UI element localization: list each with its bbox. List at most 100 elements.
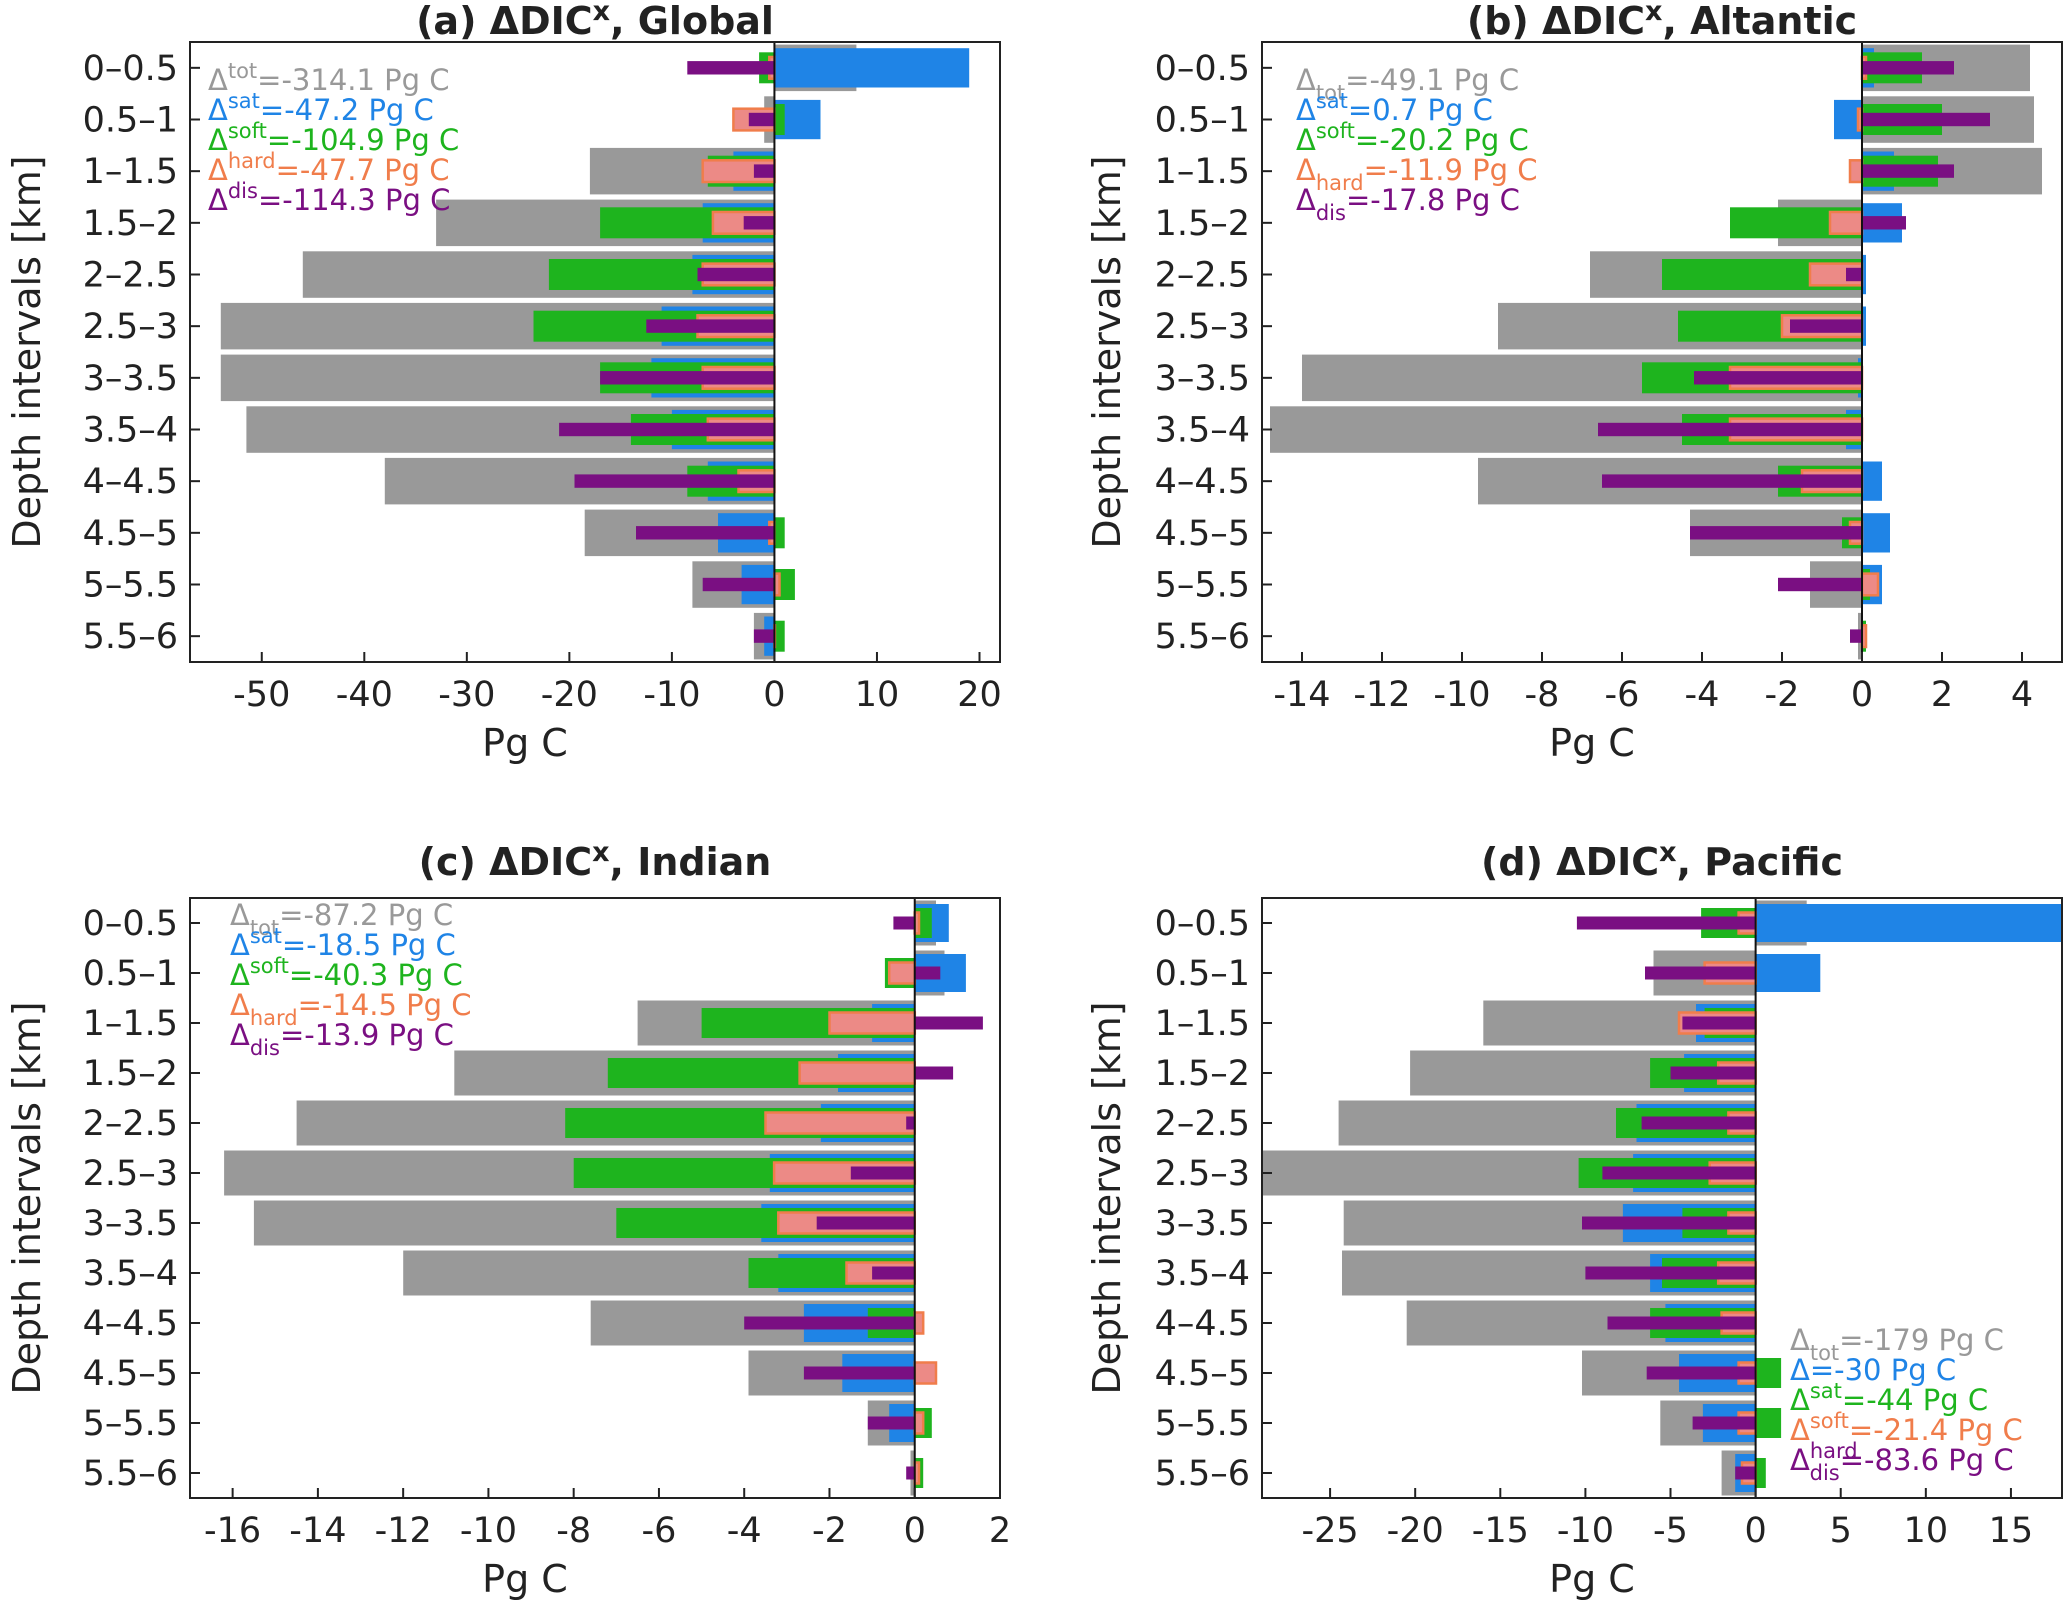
annotation-value: =0.7 Pg C [1348,93,1493,127]
annotation-delta: Δ [1790,1413,1810,1447]
y-tick-label: 2.5–3 [1155,1154,1250,1194]
y-tick-label: 4.5–5 [1155,1354,1250,1394]
dis-bar-5 [1602,1166,1756,1180]
dis-bar-11 [1850,629,1862,643]
dis-bar-7 [872,1266,915,1280]
dis-bar-8 [574,474,775,488]
x-tick-label: -10 [460,1511,517,1551]
annotation-value: =-30 Pg C [1810,1353,1956,1387]
chart-title-main: (d) ΔDIC [1481,840,1659,884]
dis-bar-1 [748,112,775,127]
x-tick-label: 4 [2011,675,2033,715]
dis-bar-2 [914,1016,983,1030]
annotation-delta: Δ [1296,63,1316,97]
chart-panel-0: (a) ΔDICx, Global 0–0.5 0.5–1 1–1.5 1.5–2 2–2… [5,0,1002,765]
plot-frame [189,41,1001,663]
chart-title: (c) ΔDICx, Indian [419,837,772,884]
dis-bar-4 [906,1116,915,1130]
x-tick-label: 15 [1989,1511,2034,1551]
annotation-hard: Δhard=-11.9 Pg C [1296,153,1538,195]
x-tick-label: 0 [763,675,785,715]
annotation-value: =-47.2 Pg C [260,93,434,127]
dis-bar-10 [702,577,775,592]
soft-bar-11 [774,620,785,652]
chart-title-sup: x [1645,0,1662,27]
dis-bar-3 [743,216,775,230]
dis-bar-3 [914,1066,954,1080]
x-tick-label: 0 [1744,1511,1766,1551]
sat-bar-8 [1862,461,1882,501]
chart-panel-2: (c) ΔDICx, Indian 0–0.5 0.5–1 1–1.5 1.5–2 2–2… [5,837,1011,1601]
x-axis-label: Pg C [1549,1557,1635,1601]
y-axis-label: Depth intervals [km] [1085,155,1129,548]
y-tick-label: 2.5–3 [83,307,178,347]
annotation-delta: Δ [230,958,250,992]
y-tick-label: 1–1.5 [83,1004,178,1044]
dis-bar-10 [867,1416,915,1430]
annotation-delta: Δ [230,928,250,962]
annotation-value: =-17.8 Pg C [1346,183,1520,217]
y-tick-label: 3–3.5 [1155,359,1250,399]
dis-bar-2 [1862,164,1954,178]
chart-title: (a) ΔDICx, Global [416,0,774,43]
x-tick-label: -20 [1387,1511,1444,1551]
annotation-sub: dis [1810,1461,1840,1485]
dis-bar-4 [697,267,775,282]
hard-bar-1 [887,961,917,985]
dis-bar-9 [636,526,775,540]
x-axis-label: Pg C [1549,721,1635,765]
y-tick-label: 0–0.5 [83,49,178,89]
y-axis-label: Depth intervals [km] [5,1001,49,1394]
dis-bar-11 [1735,1466,1756,1480]
annotation-value: =-87.2 Pg C [279,898,453,932]
dis-bar-1 [1645,966,1756,980]
hard-bar-3 [1828,210,1864,235]
y-tick-label: 2.5–3 [83,1154,178,1194]
chart-title-sup: x [593,0,610,27]
dis-bar-6 [1694,371,1862,385]
annotation-dis: Δdis=-17.8 Pg C [1296,183,1520,225]
dis-bar-3 [1862,216,1906,230]
hard-bar-9 [913,1361,938,1385]
y-tick-label: 5.5–6 [83,1454,178,1494]
annotation-delta: Δ [1790,1383,1810,1417]
annotation-value: =-44 Pg C [1842,1383,1988,1417]
dis-bar-6 [816,1216,915,1230]
y-tick-label: 1–1.5 [1155,1004,1250,1044]
annotation-value: =-314.1 Pg C [257,63,449,97]
sat-bar-0 [1755,904,2062,942]
annotation-sup: soft [1316,119,1355,143]
annotation-sup: hard [1810,1439,1858,1463]
hard-bar-3 [798,1061,916,1085]
y-tick-label: 2–2.5 [83,256,178,296]
annotation-sup: soft [1810,1409,1849,1433]
y-tick-label: 3–3.5 [83,359,178,399]
annotation-delta: Δ [1790,1353,1810,1387]
annotation-value: =-18.5 Pg C [282,928,456,962]
dis-bar-9 [1646,1366,1756,1380]
x-tick-label: -6 [1605,675,1640,715]
annotation-delta: Δ [230,1018,250,1052]
annotation-sup: sat [1810,1379,1842,1403]
annotation-value: =-179 Pg C [1839,1323,2004,1357]
dis-bar-0 [687,61,775,75]
panels-group: (a) ΔDICx, Global0–0.50.5–11–1.51.5–22–2… [5,0,2063,1601]
x-tick-label: 5 [1830,1511,1852,1551]
dis-bar-9 [1690,526,1862,540]
y-tick-label: 5–5.5 [1155,566,1250,606]
dis-bar-5 [646,319,775,333]
dis-bar-6 [1582,1216,1756,1230]
x-tick-label: -16 [204,1511,261,1551]
x-tick-label: -4 [727,1511,762,1551]
annotation-value: =-47.7 Pg C [276,153,450,187]
y-tick-label: 0.5–1 [1155,101,1250,141]
annotation-sup: soft [228,119,267,143]
dis-bar-7 [1585,1266,1756,1280]
y-tick-label: 0.5–1 [83,101,178,141]
hard-bar-8 [913,1311,925,1335]
dis-bar-2 [753,164,775,178]
annotation-delta: Δ [1296,183,1316,217]
y-tick-label: 5–5.5 [83,1404,178,1444]
x-tick-label: -12 [1353,675,1410,715]
